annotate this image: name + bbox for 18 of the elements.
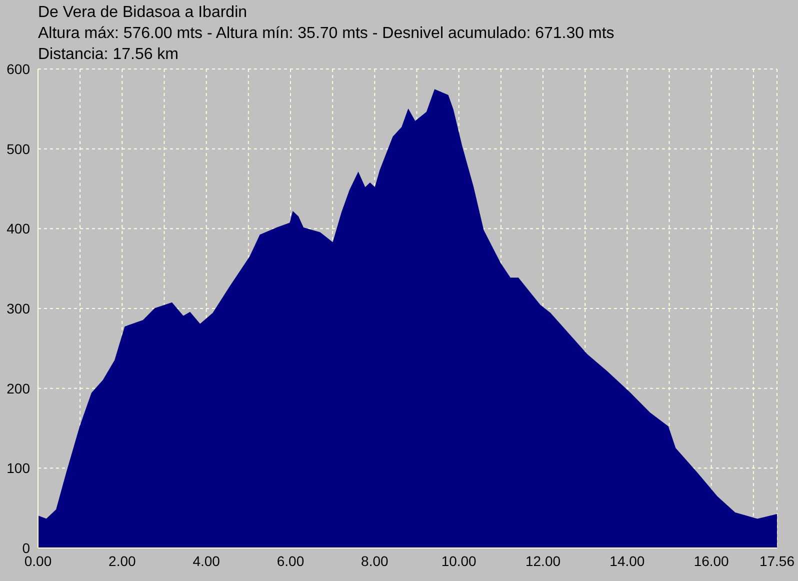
chart-subtitle: Altura máx: 576.00 mts - Altura mín: 35.70 mts - Desnivel acumulado: 671.30 mts xyxy=(38,24,614,44)
x-tick-label: 10.00 xyxy=(441,552,477,569)
chart-title: De Vera de Bidasoa a Ibardin xyxy=(38,3,248,23)
y-tick-label: 500 xyxy=(6,140,30,157)
y-tick-label: 400 xyxy=(6,220,30,237)
x-tick-label: 6.00 xyxy=(276,552,304,569)
x-tick-label: 17.56 xyxy=(759,552,795,569)
x-tick-label: 2.00 xyxy=(108,552,136,569)
text: Distancia: 17.56 km xyxy=(38,45,180,65)
y-tick-label: 200 xyxy=(6,380,30,396)
y-tick-label: 600 xyxy=(6,60,30,77)
x-tick-label: 16.00 xyxy=(694,552,730,569)
x-tick-label: 14.00 xyxy=(610,552,645,569)
x-tick-label: 8.00 xyxy=(361,552,389,569)
y-tick-label: 300 xyxy=(6,300,30,316)
y-tick-label: 100 xyxy=(6,460,30,476)
x-tick-label: 4.00 xyxy=(192,552,220,569)
x-tick-label: 12.00 xyxy=(525,552,561,569)
